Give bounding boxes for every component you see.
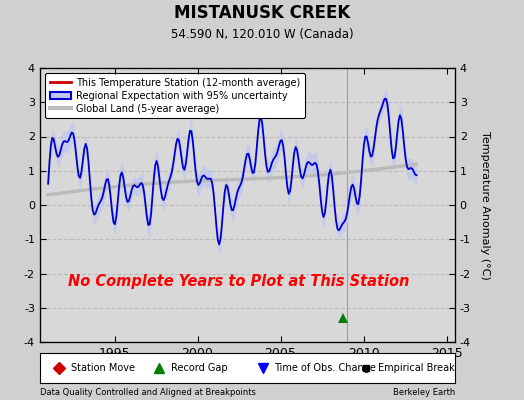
Text: Station Move: Station Move — [71, 362, 135, 373]
Text: Berkeley Earth: Berkeley Earth — [392, 388, 455, 397]
Text: Time of Obs. Change: Time of Obs. Change — [274, 362, 376, 373]
Text: MISTANUSK CREEK: MISTANUSK CREEK — [174, 4, 350, 22]
Text: Empirical Break: Empirical Break — [378, 362, 455, 373]
Y-axis label: Temperature Anomaly (°C): Temperature Anomaly (°C) — [481, 131, 490, 279]
Text: No Complete Years to Plot at This Station: No Complete Years to Plot at This Statio… — [68, 274, 410, 289]
Text: 54.590 N, 120.010 W (Canada): 54.590 N, 120.010 W (Canada) — [171, 28, 353, 41]
Legend: This Temperature Station (12-month average), Regional Expectation with 95% uncer: This Temperature Station (12-month avera… — [45, 73, 305, 118]
Text: Record Gap: Record Gap — [170, 362, 227, 373]
Text: Data Quality Controlled and Aligned at Breakpoints: Data Quality Controlled and Aligned at B… — [40, 388, 256, 397]
